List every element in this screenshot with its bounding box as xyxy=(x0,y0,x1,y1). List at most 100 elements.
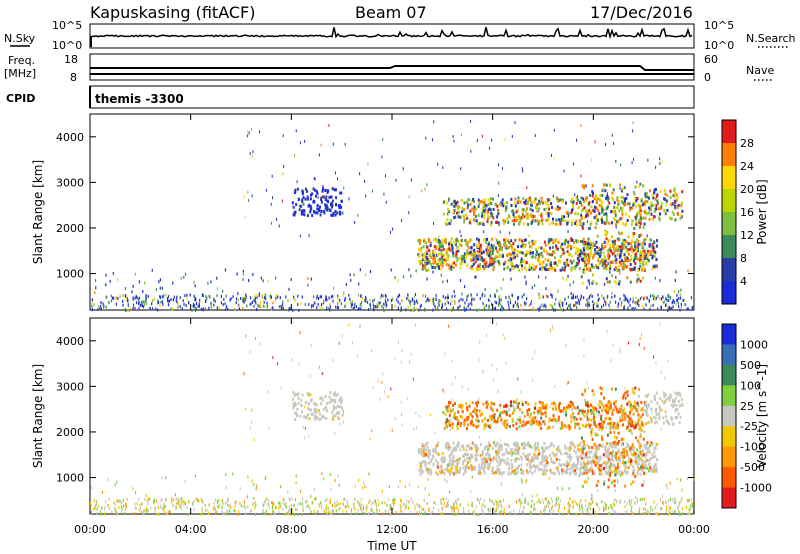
echo-point xyxy=(176,300,178,304)
echo-point xyxy=(475,444,478,448)
echo-point xyxy=(618,268,621,272)
echo-point xyxy=(435,298,437,302)
echo-point xyxy=(526,202,529,206)
echo-point xyxy=(175,506,177,510)
echo-point xyxy=(561,308,563,312)
echo-point xyxy=(466,206,469,210)
echo-point xyxy=(474,205,476,209)
echo-point xyxy=(631,510,633,514)
echo-point xyxy=(633,192,636,196)
echo-point xyxy=(626,276,629,280)
echo-point xyxy=(559,299,561,303)
echo-point xyxy=(145,510,148,514)
echo-point xyxy=(578,259,581,263)
echo-point xyxy=(151,307,154,311)
echo-point xyxy=(588,468,591,472)
echo-point xyxy=(637,203,640,207)
echo-point xyxy=(494,294,496,298)
echo-point xyxy=(610,210,613,214)
echo-point xyxy=(654,298,656,302)
echo-point xyxy=(522,511,524,515)
echo-point xyxy=(107,503,109,507)
echo-point xyxy=(546,252,549,256)
echo-point xyxy=(502,262,505,266)
echo-point xyxy=(382,294,384,298)
echo-point xyxy=(601,294,603,298)
echo-point xyxy=(569,238,572,242)
echo-point xyxy=(656,443,659,447)
echo-point xyxy=(532,508,534,512)
echo-point xyxy=(229,298,231,302)
echo-point xyxy=(624,464,627,468)
echo-point xyxy=(555,457,558,461)
echo-point xyxy=(247,134,249,138)
echo-point xyxy=(222,303,224,307)
echo-point xyxy=(446,445,449,449)
echo-point xyxy=(615,281,618,285)
echo-point xyxy=(589,193,592,197)
echo-point xyxy=(494,300,496,304)
echo-point xyxy=(485,304,487,308)
echo-point xyxy=(496,468,499,472)
echo-point xyxy=(607,460,610,464)
echo-point xyxy=(221,509,223,513)
echo-point xyxy=(474,214,477,218)
echo-point xyxy=(610,221,613,225)
echo-point xyxy=(214,507,217,511)
echo-point xyxy=(573,304,576,308)
echo-point xyxy=(520,471,523,475)
echo-point xyxy=(598,472,601,476)
echo-point xyxy=(476,243,479,247)
echo-point xyxy=(511,417,514,421)
echo-point xyxy=(636,470,639,474)
echo-point xyxy=(602,261,605,265)
echo-point xyxy=(317,409,320,413)
echo-point xyxy=(315,194,318,198)
echo-point xyxy=(498,240,501,244)
echo-point xyxy=(653,254,656,258)
echo-point xyxy=(242,306,244,310)
echo-point xyxy=(278,305,281,309)
echo-point xyxy=(479,247,482,251)
echo-point xyxy=(426,441,429,445)
echo-point xyxy=(550,457,553,461)
echo-point xyxy=(478,246,481,250)
echo-point xyxy=(526,297,528,301)
echo-point xyxy=(604,266,607,270)
echo-point xyxy=(623,199,626,203)
echo-point xyxy=(403,502,405,506)
echo-point xyxy=(480,214,483,218)
echo-point xyxy=(676,477,678,481)
echo-point xyxy=(256,484,258,488)
echo-point xyxy=(445,442,448,446)
echo-point xyxy=(520,251,523,255)
echo-point xyxy=(384,174,386,178)
echo-point xyxy=(282,307,285,311)
echo-point xyxy=(307,204,310,208)
echo-point xyxy=(540,266,543,270)
echo-point xyxy=(644,192,647,196)
echo-point xyxy=(524,303,526,307)
echo-point xyxy=(269,296,272,300)
echo-point xyxy=(440,273,442,277)
echo-point xyxy=(593,302,595,306)
echo-point xyxy=(305,416,308,420)
echo-point xyxy=(658,212,661,216)
echo-point xyxy=(612,458,615,462)
echo-point xyxy=(607,254,610,258)
echo-point xyxy=(570,268,573,272)
echo-point xyxy=(626,414,629,418)
echo-point xyxy=(452,454,455,458)
echo-point xyxy=(443,239,446,243)
echo-point xyxy=(551,304,553,308)
echo-point xyxy=(680,201,683,205)
echo-point xyxy=(574,303,577,307)
echo-point xyxy=(602,183,605,187)
echo-point xyxy=(496,204,499,208)
echo-point xyxy=(444,258,447,262)
echo-point xyxy=(448,454,451,458)
echo-point xyxy=(596,234,599,238)
echo-point xyxy=(551,245,554,249)
echo-point xyxy=(246,304,248,308)
echo-point xyxy=(484,241,487,245)
